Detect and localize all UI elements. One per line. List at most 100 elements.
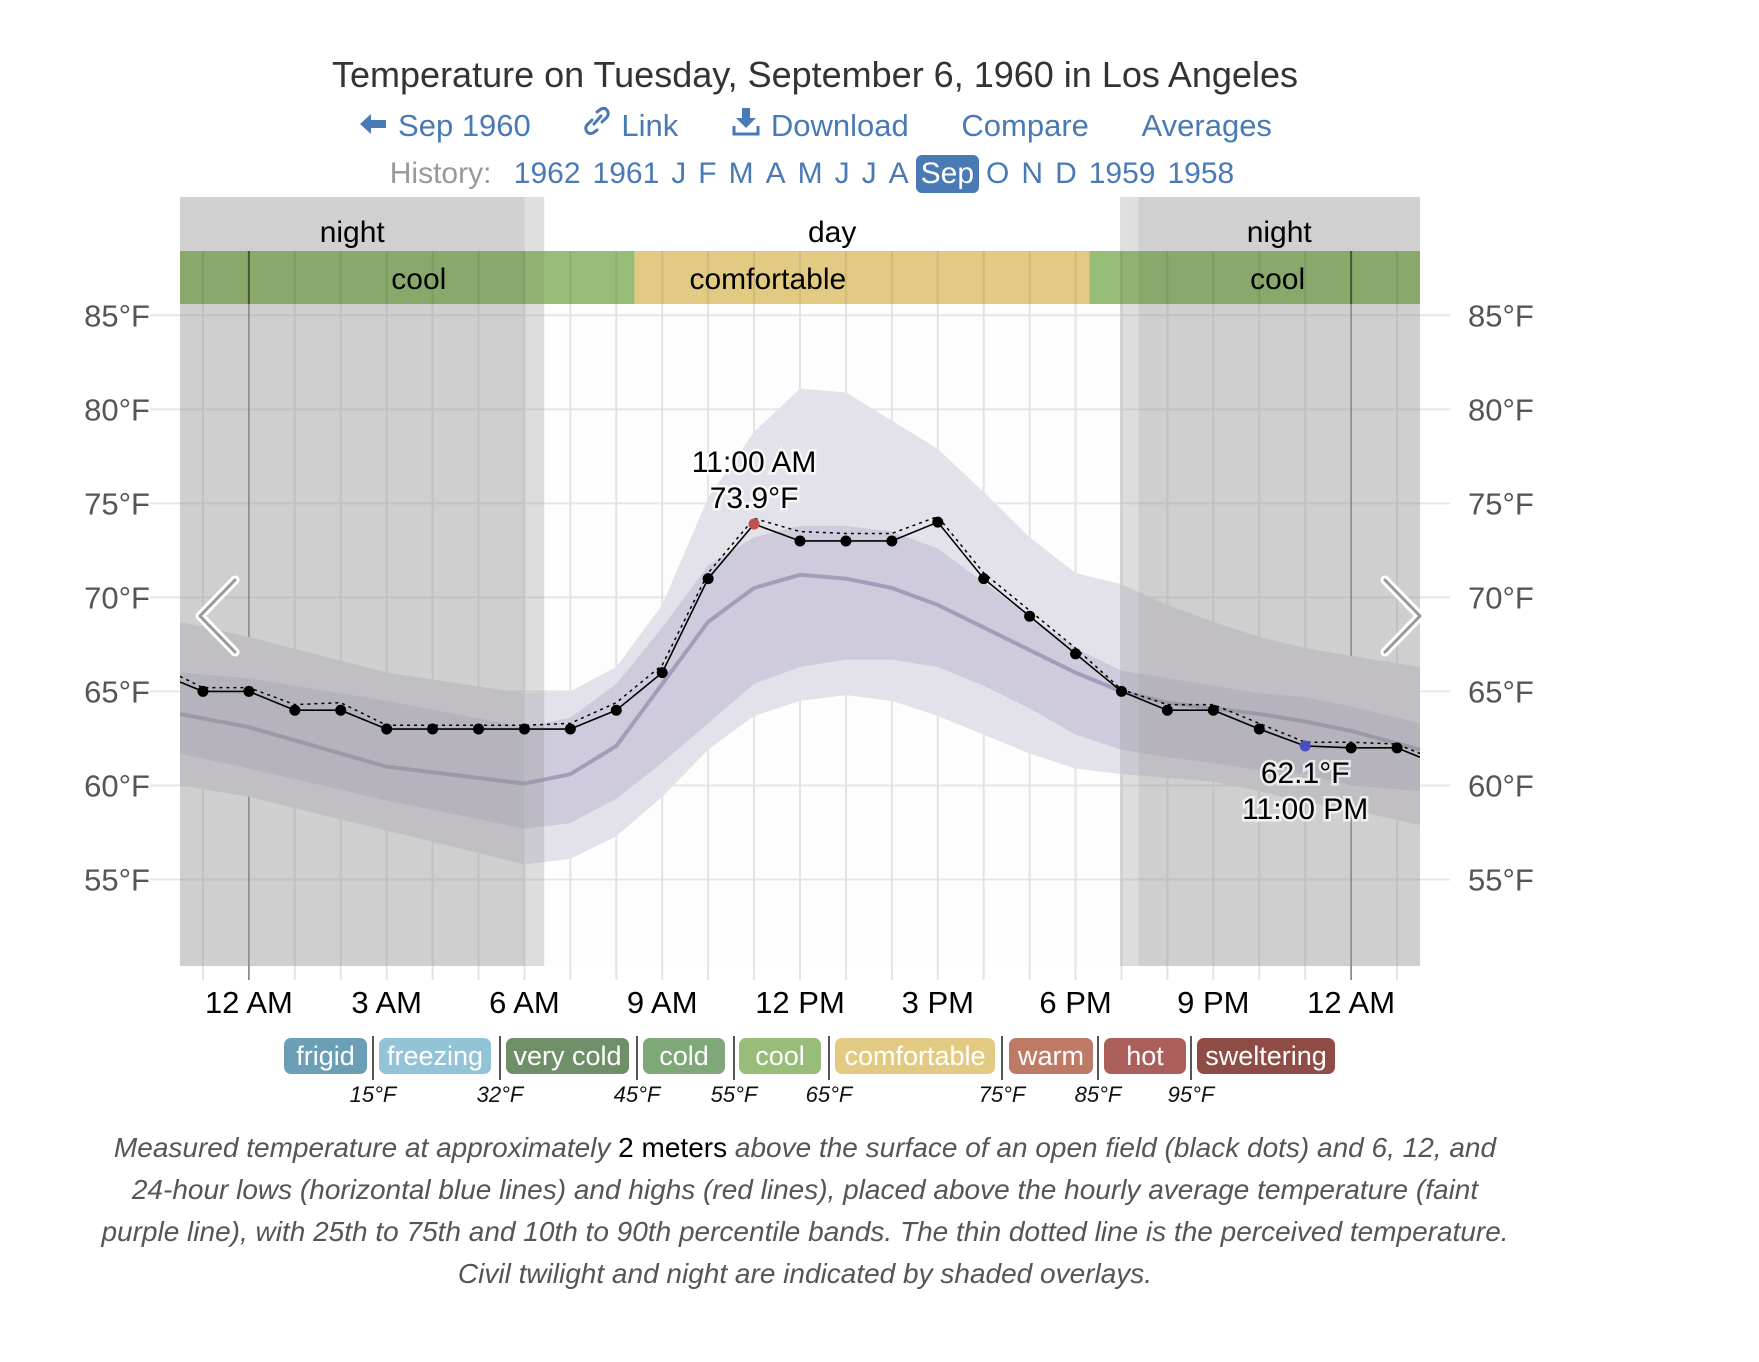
x-tick-label: 12 PM [755, 985, 845, 1020]
data-point [197, 685, 209, 697]
x-tick-label: 12 AM [205, 985, 293, 1020]
y-tick-label-left: 80°F [84, 392, 150, 427]
daylight-label: night [320, 216, 386, 249]
legend-threshold: 45°F [613, 1082, 661, 1107]
comfort-label: cool [391, 263, 446, 296]
link-icon [583, 106, 611, 144]
y-tick-label-right: 70°F [1468, 580, 1534, 615]
high-point [748, 518, 760, 530]
legend-chip: cold [643, 1038, 725, 1074]
data-point [1253, 723, 1265, 735]
data-point [702, 573, 714, 585]
daylight-label: day [808, 216, 856, 249]
legend-chip: hot [1104, 1038, 1186, 1074]
link-button[interactable]: Link [583, 106, 678, 144]
history-item[interactable]: 1962 [513, 157, 581, 190]
history-item[interactable]: J [834, 157, 850, 190]
data-point [518, 723, 530, 735]
history-item[interactable]: M [797, 157, 823, 190]
legend-chip: freezing [379, 1038, 491, 1074]
data-point [243, 685, 255, 697]
history-item[interactable]: 1961 [592, 157, 660, 190]
legend-threshold: 75°F [978, 1082, 1026, 1107]
chevron-left-icon[interactable] [198, 578, 237, 654]
history-item[interactable]: D [1055, 157, 1077, 190]
history-item[interactable]: M [728, 157, 754, 190]
comfort-segment [1089, 251, 1420, 304]
averages-link[interactable]: Averages [1141, 108, 1272, 143]
legend-chip: cool [739, 1038, 821, 1074]
x-tick-label: 9 PM [1177, 985, 1249, 1020]
comfort-night-shade [1120, 251, 1139, 304]
history-item[interactable]: 1959 [1088, 157, 1156, 190]
data-point [1345, 742, 1357, 754]
twilight-overlay [524, 197, 545, 966]
average-line [179, 572, 1421, 786]
temperature-legend: frigid freezing very cold cold cool comfortab… [0, 1036, 1630, 1080]
history-item[interactable]: J [671, 157, 687, 190]
y-tick-label-right: 75°F [1468, 486, 1534, 521]
band-25-75 [180, 525, 1420, 829]
data-point [610, 704, 622, 716]
history-item[interactable]: A [765, 157, 786, 190]
download-icon [731, 106, 761, 144]
low-point [1299, 740, 1311, 752]
low-annotation-value: 62.1°F [1261, 757, 1350, 790]
comfort-night-shade [180, 251, 525, 304]
legend-threshold: 15°F [349, 1082, 397, 1107]
y-tick-label-left: 55°F [84, 862, 150, 897]
data-point [794, 535, 806, 547]
history-item[interactable]: N [1021, 157, 1044, 190]
legend-separator [733, 1036, 735, 1080]
prev-month-link[interactable]: Sep 1960 [358, 108, 531, 144]
arrow-left-icon [358, 108, 388, 144]
compare-link[interactable]: Compare [961, 108, 1089, 143]
history-label: History: [389, 157, 492, 190]
link-label: Link [621, 108, 679, 143]
data-point [840, 535, 852, 547]
history-item[interactable]: Sep [915, 155, 980, 193]
legend-separator [1097, 1036, 1099, 1080]
data-point [1070, 648, 1082, 660]
y-tick-label-right: 85°F [1468, 298, 1534, 333]
data-point [1161, 704, 1173, 716]
chevron-right-icon[interactable] [1383, 578, 1422, 654]
history-item[interactable]: 1958 [1167, 157, 1235, 190]
data-point [656, 667, 668, 679]
caption-pre: Measured temperature at approximately [113, 1132, 619, 1163]
y-tick-label-left: 70°F [84, 580, 150, 615]
x-tick-label: 3 AM [351, 985, 422, 1020]
x-tick-label: 3 PM [902, 985, 974, 1020]
legend-separator [372, 1036, 374, 1080]
prev-month-label: Sep 1960 [398, 108, 531, 143]
legend-separator [1190, 1036, 1192, 1080]
legend-threshold: 85°F [1074, 1082, 1122, 1107]
page-title: Temperature on Tuesday, September 6, 196… [332, 54, 1298, 95]
caption-post: above the surface of an open field (blac… [101, 1132, 1509, 1289]
twilight-overlay [1120, 197, 1139, 966]
night-overlay [1138, 197, 1420, 966]
y-tick-label-left: 65°F [84, 674, 150, 709]
legend-chip: sweltering [1197, 1038, 1335, 1074]
daylight-label: night [1247, 216, 1313, 249]
legend-chip: frigid [284, 1038, 367, 1074]
history-item[interactable]: J [861, 157, 877, 190]
caption-bold: 2 meters [618, 1132, 728, 1163]
data-point [1115, 685, 1127, 697]
history-item[interactable]: A [888, 157, 909, 190]
comfort-label: cool [1250, 263, 1305, 296]
data-point [381, 723, 393, 735]
y-tick-label-left: 85°F [84, 298, 150, 333]
download-button[interactable]: Download [731, 106, 909, 144]
data-point [978, 573, 990, 585]
history-item[interactable]: O [986, 157, 1010, 190]
x-tick-label: 12 AM [1307, 985, 1395, 1020]
legend-separator [499, 1036, 501, 1080]
data-point [932, 516, 944, 528]
history-item[interactable]: F [698, 157, 717, 190]
legend-chip: warm [1009, 1038, 1093, 1074]
download-label: Download [770, 108, 909, 143]
data-point [1024, 610, 1036, 622]
data-point [564, 723, 576, 735]
y-tick-label-left: 60°F [84, 768, 150, 803]
